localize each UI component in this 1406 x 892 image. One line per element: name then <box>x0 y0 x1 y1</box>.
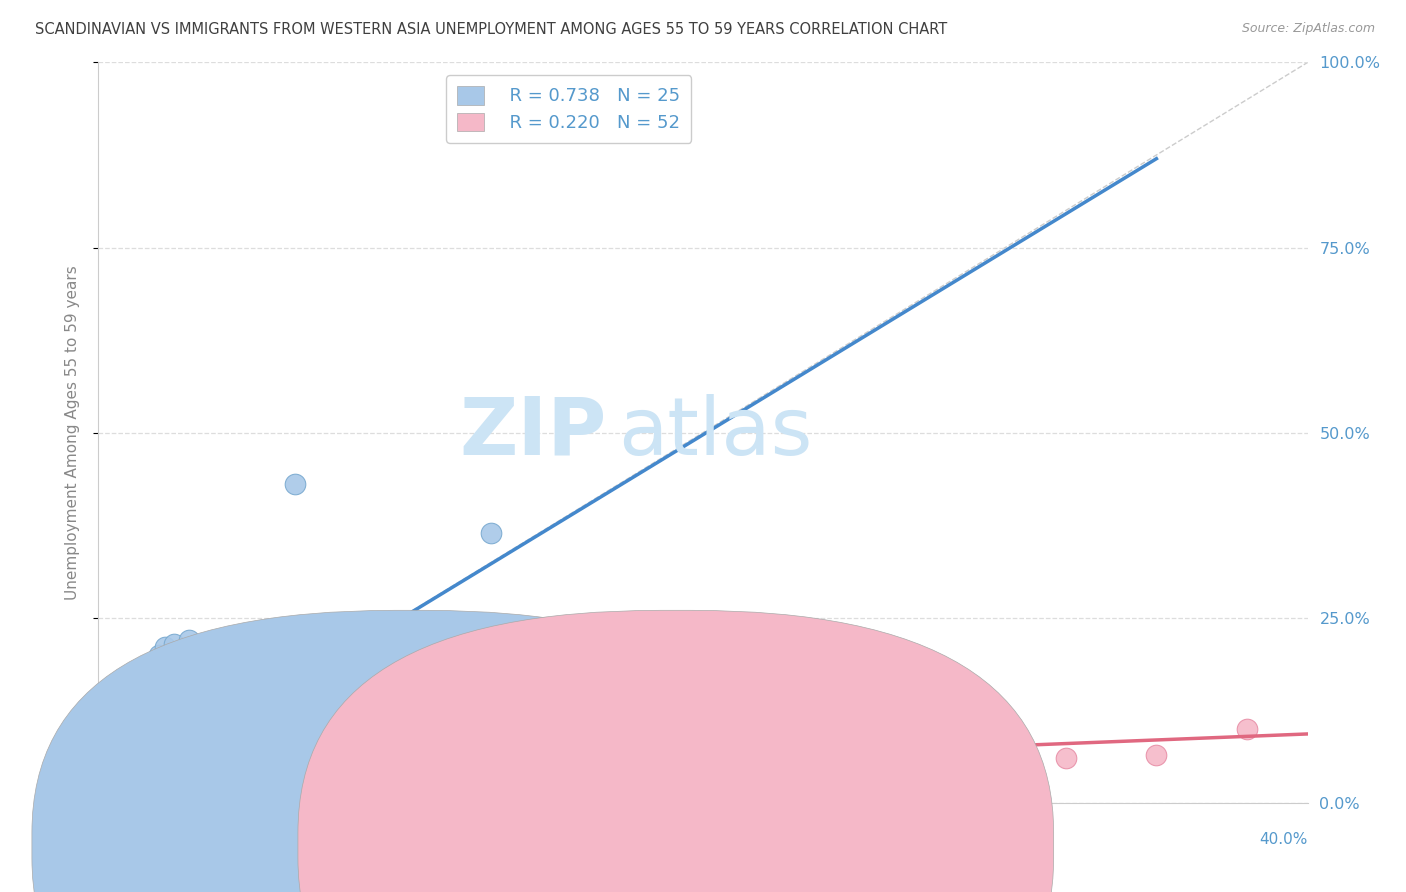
Point <box>481 525 503 540</box>
Text: SCANDINAVIAN VS IMMIGRANTS FROM WESTERN ASIA UNEMPLOYMENT AMONG AGES 55 TO 59 YE: SCANDINAVIAN VS IMMIGRANTS FROM WESTERN … <box>35 22 948 37</box>
Point <box>103 773 125 788</box>
Point <box>202 744 225 758</box>
Text: Immigrants from Western Asia: Immigrants from Western Asia <box>703 847 936 863</box>
Point <box>111 758 134 772</box>
Point <box>111 744 134 758</box>
Point <box>1236 722 1258 736</box>
Point <box>103 766 125 780</box>
Point <box>87 780 110 795</box>
Text: 40.0%: 40.0% <box>1260 832 1308 847</box>
Point <box>389 737 412 751</box>
Point <box>121 751 143 765</box>
Point <box>127 706 149 721</box>
Text: ZIP: ZIP <box>458 393 606 472</box>
Point <box>132 692 155 706</box>
Point <box>153 737 176 751</box>
Point <box>602 751 624 765</box>
Point <box>232 737 254 751</box>
Point <box>96 766 118 780</box>
Point <box>129 751 152 765</box>
Point <box>179 632 201 647</box>
Point <box>153 640 176 655</box>
Point <box>481 755 503 769</box>
Point <box>172 729 194 743</box>
Point <box>292 744 315 758</box>
FancyBboxPatch shape <box>298 610 1053 892</box>
Point <box>127 744 149 758</box>
Text: Scandinavians: Scandinavians <box>437 847 547 863</box>
Point <box>108 766 131 780</box>
Point <box>135 740 157 755</box>
Y-axis label: Unemployment Among Ages 55 to 59 years: Unemployment Among Ages 55 to 59 years <box>65 265 80 600</box>
Point <box>135 677 157 691</box>
Point <box>96 773 118 788</box>
Point <box>118 744 141 758</box>
Point <box>148 744 170 758</box>
Point <box>114 751 136 765</box>
Point <box>420 751 443 765</box>
Point <box>1144 747 1167 762</box>
Point <box>163 637 186 651</box>
Point <box>139 737 162 751</box>
Point <box>163 740 186 755</box>
Point <box>253 747 276 762</box>
FancyBboxPatch shape <box>32 610 787 892</box>
Point <box>100 773 122 788</box>
Point <box>124 747 146 762</box>
Point <box>214 729 236 743</box>
Point <box>184 740 207 755</box>
Point <box>100 777 122 791</box>
Point <box>96 780 118 795</box>
Point <box>132 744 155 758</box>
Point <box>844 747 866 762</box>
Point <box>124 714 146 729</box>
Point <box>723 751 745 765</box>
Point <box>118 755 141 769</box>
Point <box>269 737 291 751</box>
Text: atlas: atlas <box>619 393 813 472</box>
Point <box>329 740 352 755</box>
Point <box>93 777 115 791</box>
Point <box>103 763 125 777</box>
Point <box>142 658 165 673</box>
Point <box>100 770 122 784</box>
Point <box>105 758 128 772</box>
Point <box>139 670 162 684</box>
Point <box>142 729 165 743</box>
Point <box>111 755 134 769</box>
Point <box>540 740 562 755</box>
Point <box>90 777 112 791</box>
Point <box>360 744 382 758</box>
Point <box>105 770 128 784</box>
Point <box>344 751 367 765</box>
Point <box>90 789 112 803</box>
Text: 0.0%: 0.0% <box>98 832 138 847</box>
Point <box>118 729 141 743</box>
Text: Source: ZipAtlas.com: Source: ZipAtlas.com <box>1241 22 1375 36</box>
Point <box>93 785 115 799</box>
Point <box>103 770 125 784</box>
Legend:   R = 0.738   N = 25,   R = 0.220   N = 52: R = 0.738 N = 25, R = 0.220 N = 52 <box>446 75 692 143</box>
Point <box>114 737 136 751</box>
Point <box>661 744 683 758</box>
Point <box>148 648 170 662</box>
Point <box>108 751 131 765</box>
Point <box>105 758 128 772</box>
Point <box>450 747 472 762</box>
Point <box>121 722 143 736</box>
Point <box>965 758 987 772</box>
Point <box>1054 751 1077 765</box>
Point <box>129 699 152 714</box>
Point <box>284 477 307 491</box>
